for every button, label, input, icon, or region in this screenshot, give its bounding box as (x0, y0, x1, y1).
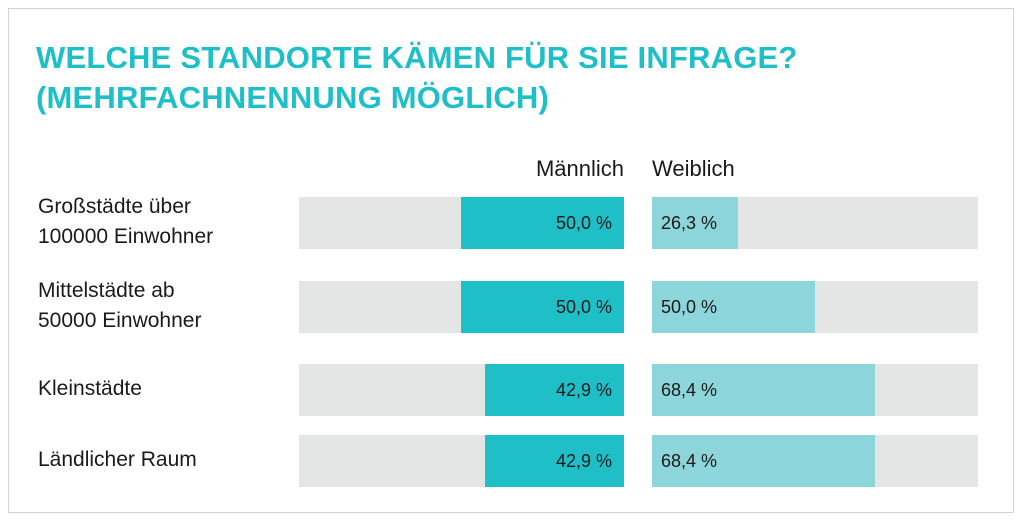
male-bar-laendlicher-raum (485, 435, 624, 487)
female-value-label-kleinstaedte: 68,4 % (661, 379, 718, 400)
male-value-label-laendlicher-raum: 42,9 % (555, 450, 612, 471)
female-bar-grossstaedte-ueber-100000-einwohner (652, 197, 738, 249)
row-label-laendlicher-raum: Ländlicher Raum (38, 445, 197, 475)
female-bar-track-grossstaedte-ueber-100000-einwohner: 26,3 % (652, 197, 978, 249)
row-label-line: Mittelstädte ab (38, 279, 175, 302)
female-bar-track-laendlicher-raum: 68,4 % (652, 435, 978, 487)
row-label-line: Ländlicher Raum (38, 448, 197, 471)
row-label-grossstaedte-ueber-100000-einwohner: Großstädte über 100000 Einwohner (38, 192, 213, 252)
female-value-label-laendlicher-raum: 68,4 % (661, 450, 718, 471)
column-header-maennlich: Männlich (535, 156, 624, 181)
female-value-label-mittelstaedte-ab-50000-einwohner: 50,0 % (661, 296, 718, 317)
male-bar-mittelstaedte-ab-50000-einwohner (461, 281, 624, 333)
chart-title: WELCHE STANDORTE KÄMEN FÜR SIE INFRAGE? … (36, 38, 798, 118)
male-bar-grossstaedte-ueber-100000-einwohner (461, 197, 624, 249)
chart-frame (8, 8, 1014, 513)
female-bar-track-mittelstaedte-ab-50000-einwohner: 50,0 % (652, 281, 978, 333)
row-label-mittelstaedte-ab-50000-einwohner: Mittelstädte ab 50000 Einwohner (38, 276, 201, 336)
male-bar-track-grossstaedte-ueber-100000-einwohner: 50,0 % (299, 197, 624, 249)
male-bar-track-laendlicher-raum: 42,9 % (299, 435, 624, 487)
female-bar-kleinstaedte (652, 364, 875, 416)
chart-title-line-1: WELCHE STANDORTE KÄMEN FÜR SIE INFRAGE? (36, 40, 798, 75)
male-bar-track-kleinstaedte: 42,9 % (299, 364, 624, 416)
female-bar-mittelstaedte-ab-50000-einwohner (652, 281, 815, 333)
column-header-weiblich: Weiblich (652, 156, 735, 181)
female-bar-laendlicher-raum (652, 435, 875, 487)
row-label-line: Großstädte über (38, 195, 191, 218)
female-bar-track-kleinstaedte: 68,4 % (652, 364, 978, 416)
male-value-label-kleinstaedte: 42,9 % (555, 379, 612, 400)
row-label-line: Kleinstädte (38, 377, 142, 400)
row-label-kleinstaedte: Kleinstädte (38, 374, 142, 404)
row-label-line: 50000 Einwohner (38, 309, 202, 332)
male-value-label-mittelstaedte-ab-50000-einwohner: 50,0 % (555, 296, 612, 317)
male-value-label-grossstaedte-ueber-100000-einwohner: 50,0 % (555, 212, 612, 233)
male-bar-kleinstaedte (485, 364, 624, 416)
female-value-label-grossstaedte-ueber-100000-einwohner: 26,3 % (661, 212, 718, 233)
chart-title-line-2: (MEHRFACHNENNUNG MÖGLICH) (36, 80, 550, 115)
male-bar-track-mittelstaedte-ab-50000-einwohner: 50,0 % (299, 281, 624, 333)
row-label-line: 100000 Einwohner (38, 225, 214, 248)
